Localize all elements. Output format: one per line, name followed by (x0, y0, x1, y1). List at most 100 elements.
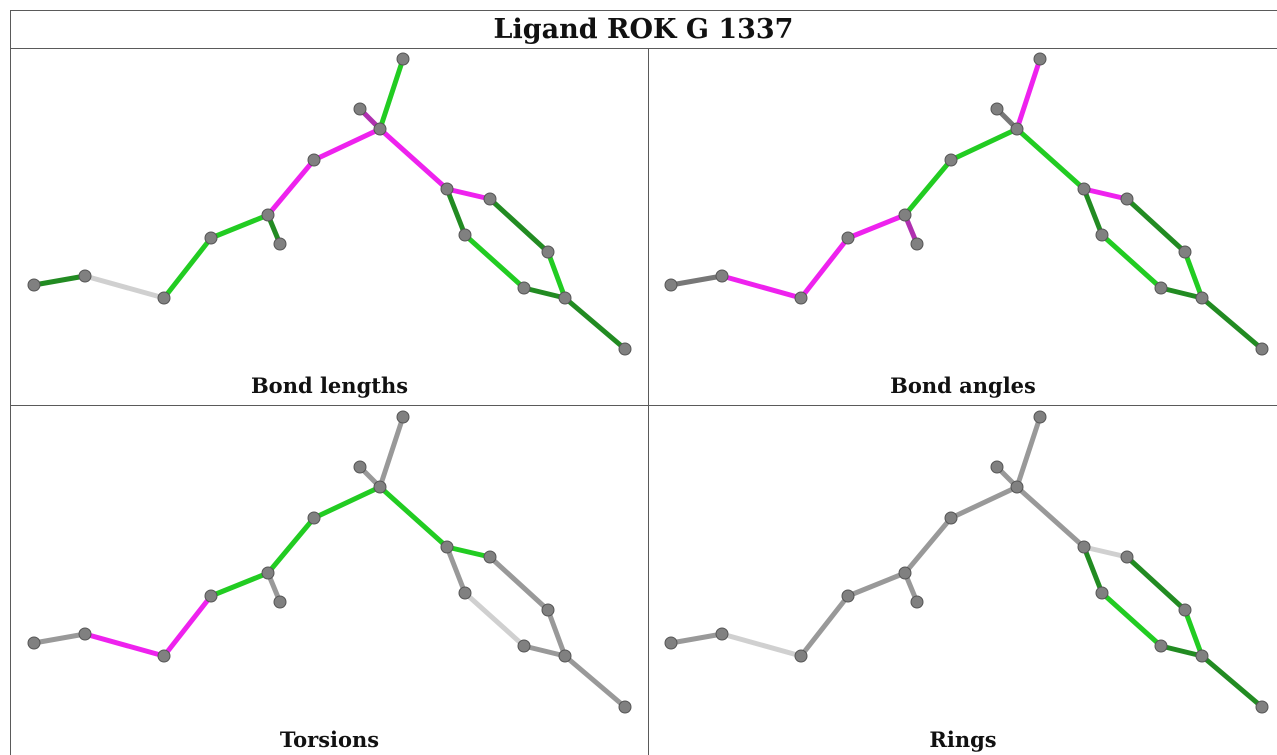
bond (161, 593, 214, 659)
atom (1255, 700, 1269, 714)
bond (521, 643, 568, 659)
atom (1195, 291, 1209, 305)
bond (668, 631, 725, 646)
bond (377, 56, 406, 132)
bond (902, 157, 954, 218)
atom (204, 589, 218, 603)
bond (1014, 56, 1043, 132)
panel-caption-bond-lengths: Bond lengths (250, 373, 409, 398)
bond (562, 295, 628, 352)
atom (1033, 52, 1047, 66)
bond (1014, 414, 1043, 490)
bond (1081, 186, 1130, 202)
atom (440, 540, 454, 554)
atom (1095, 586, 1109, 600)
bond (487, 196, 551, 255)
atom (440, 182, 454, 196)
bond (845, 570, 908, 599)
atom (794, 649, 808, 663)
bond (1081, 186, 1105, 238)
atom (898, 208, 912, 222)
atom (1154, 639, 1168, 653)
atom (396, 410, 410, 424)
panel-bond-lengths: Bond lengths (11, 49, 648, 405)
bond (1182, 249, 1205, 301)
atom (715, 627, 729, 641)
grid-divider-vertical (648, 48, 649, 755)
atom (1120, 550, 1134, 564)
atom (27, 636, 41, 650)
atom (517, 281, 531, 295)
atom (1178, 245, 1192, 259)
bond (1014, 126, 1087, 192)
bond (719, 631, 804, 659)
atom (1077, 540, 1091, 554)
bond (545, 249, 568, 301)
bond (1099, 590, 1164, 649)
atom (618, 342, 632, 356)
atom (273, 595, 287, 609)
atom (78, 627, 92, 641)
bond (1199, 653, 1265, 710)
atom (78, 269, 92, 283)
atom (458, 586, 472, 600)
bond (1124, 554, 1188, 613)
panel-torsions: Torsions (11, 406, 648, 755)
atom (307, 511, 321, 525)
panel-caption-bond-angles: Bond angles (890, 373, 1036, 398)
bond (311, 126, 383, 163)
figure-title: Ligand ROK G 1337 (493, 13, 794, 45)
bond (444, 186, 493, 202)
atom (944, 511, 958, 525)
bond (798, 593, 851, 659)
atom (1010, 480, 1024, 494)
atom (664, 278, 678, 292)
atom (1195, 649, 1209, 663)
atom (910, 237, 924, 251)
atom (1033, 410, 1047, 424)
bond (444, 544, 468, 596)
atom (664, 636, 678, 650)
atom (261, 208, 275, 222)
atom (1077, 182, 1091, 196)
atom (715, 269, 729, 283)
atom (353, 460, 367, 474)
grid-divider-horizontal (10, 405, 1277, 406)
bond (1081, 544, 1105, 596)
bond (1158, 643, 1205, 659)
panel-caption-rings: Rings (929, 727, 997, 752)
bond (377, 414, 406, 490)
bond (82, 631, 167, 659)
bond (1081, 544, 1130, 560)
atom (990, 102, 1004, 116)
molecule-bond-angles (664, 52, 1269, 356)
bond (845, 212, 908, 241)
bond (719, 273, 804, 301)
bond (311, 484, 383, 521)
bond (444, 186, 468, 238)
atom (618, 700, 632, 714)
atom (27, 278, 41, 292)
atom (944, 153, 958, 167)
bond (545, 607, 568, 659)
atom (483, 550, 497, 564)
bond (462, 590, 527, 649)
atom (261, 566, 275, 580)
atom (1255, 342, 1269, 356)
atom (541, 603, 555, 617)
molecule-rings (664, 410, 1269, 714)
bond (161, 235, 214, 301)
atom (204, 231, 218, 245)
frame-left (10, 10, 11, 755)
bond (444, 544, 493, 560)
bond (31, 631, 88, 646)
bond (1182, 607, 1205, 659)
molecule-torsions (27, 410, 632, 714)
atom (1095, 228, 1109, 242)
bond (1199, 295, 1265, 352)
atom (1120, 192, 1134, 206)
panel-bond-angles: Bond angles (649, 49, 1277, 405)
atom (541, 245, 555, 259)
atom (517, 639, 531, 653)
